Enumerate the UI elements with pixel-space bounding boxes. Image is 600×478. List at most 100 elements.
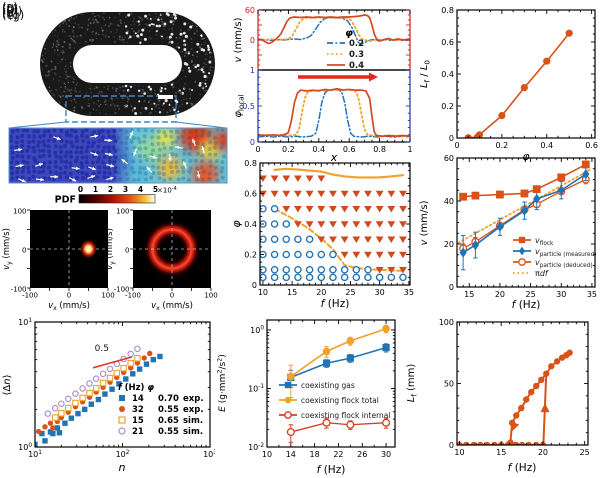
g-ytick-label: 100 (250, 326, 264, 335)
pdf-ytick-label: 100 (13, 208, 26, 216)
b2-axes-ticks (257, 69, 411, 143)
e-axes-ticks (456, 157, 595, 288)
g-legend-text: coexisting flock total (301, 396, 379, 405)
pdf-y-axis-label: vy (mm/s) (105, 228, 116, 270)
pdf-plot-gas: 100 0 -100-100 0 100 vx (mm/s) vy (mm/s) (105, 208, 218, 313)
c-ytick-label: 0.8 (441, 6, 454, 15)
f-x-axis-label: n (119, 461, 126, 474)
g-legend-text: coexisting flock internal (301, 411, 391, 420)
e-xtick-label: 20 (495, 290, 505, 299)
g-xtick-label: 14 (286, 450, 296, 459)
panel-e-velocity-vs-frequency: 15 20 25 30 35 0 20 40 60 f (Hz) v (mm/s) vflock vpa… (415, 143, 600, 310)
chart-c: 0 0.2 0.4 0.6 0 0.2 0.4 0.6 0.8 φ Lf / L0 (419, 6, 598, 162)
f-legend-text: 0.70 (158, 394, 179, 404)
b1-ytick-label: 0 (250, 36, 255, 45)
f-legend-text: sim. (183, 416, 203, 426)
b2-xtick-label: 0.6 (343, 145, 356, 154)
b1-legend-text: 0.2 (349, 39, 364, 49)
pdf-xtick-label: -100 (125, 292, 141, 300)
f-series-exp-14Hz-0.70 (34, 353, 163, 448)
b2-plot-area (257, 87, 411, 138)
f-xtick-label: 101 (28, 450, 42, 459)
chart-h: 10 15 20 25 0 50 100 f (Hz) Lf (mm) (406, 318, 590, 474)
d-xtick-label: 15 (287, 288, 297, 297)
f-legend-text: 32 (132, 405, 144, 415)
d-series-flock-state (259, 175, 407, 274)
pdf-xtick-label: 0 (67, 292, 71, 300)
e-xtick-label: 15 (464, 290, 474, 299)
d-ytick-label: 0.8 (244, 159, 257, 168)
colorbar-tick-label: 2 (108, 185, 113, 194)
colorbar-tick-label: 1 (93, 185, 98, 194)
pdf-ytick-label: 0 (125, 247, 129, 255)
d-ytick-label: 0.2 (244, 250, 257, 259)
f-series-sim-15Hz-0.65 (51, 355, 141, 421)
d-xtick-label: 25 (345, 288, 355, 297)
pdf-ytick-label: -100 (11, 286, 27, 294)
h-axes-ticks (457, 321, 588, 446)
colorbar-tick-label: 3 (123, 185, 128, 194)
b2-ytick-label: 1 (250, 66, 255, 75)
colorbar-tick-label: 4 (138, 185, 143, 194)
pdf-ytick-label: -100 (114, 286, 130, 294)
panel-b-velocity-density-profiles: 60 0 v (mm/s) φ 0.2 0.3 0.4 0 0.2 0.4 0.6 0.8 1 1 0.5 0… (230, 0, 415, 164)
panel-label-h: (h) (6, 4, 23, 18)
b1-legend-text: 0.3 (349, 50, 364, 60)
c-axes-ticks (456, 9, 595, 139)
b1-ytick-label: 60 (245, 6, 255, 15)
e-legend-text: vflock (535, 236, 554, 247)
panel-label-c: (c) (2, 2, 18, 16)
h-xtick-label: 20 (538, 448, 548, 457)
f-ytick-label: 100 (18, 443, 32, 452)
d-xtick-label: 30 (375, 288, 385, 297)
e-ytick-label: 40 (444, 197, 454, 206)
g-x-axis-label: f (Hz) (317, 464, 346, 476)
g-xtick-label: 26 (357, 450, 367, 459)
panel-label-a: (a) (2, 0, 19, 14)
e-xtick-label: 35 (587, 290, 597, 299)
pdf-x-axis-label: vx (mm/s) (151, 301, 193, 312)
c-xtick-label: 0 (454, 141, 459, 150)
g-ytick-label: 10-1 (248, 384, 264, 393)
c-y-axis-label: Lf / L0 (419, 60, 432, 88)
g-xtick-label: 18 (310, 450, 320, 459)
b1-series-phi-0.3 (257, 16, 411, 42)
panel-h-hysteresis: 10 15 20 25 0 50 100 f (Hz) Lf (mm) (400, 310, 600, 478)
e-series-v-flock (459, 160, 590, 201)
f-xtick-label: 103 (203, 450, 215, 459)
g-xtick-label: 22 (333, 450, 343, 459)
b2-y-axis-label: φlocal (233, 94, 246, 117)
h-annotation (510, 421, 520, 432)
b2-xtick-label: 0 (255, 145, 260, 154)
colorbar-tick-label: 0 (78, 185, 83, 194)
f-y-axis-label: ⟨Δn⟩ (2, 374, 13, 395)
b1-axes-ticks (257, 9, 411, 71)
b2-series-phi-0.4 (257, 87, 411, 138)
phase-diagram-chart: 10 15 20 25 30 35 0 0.2 0.4 0.6 0.8 f (Hz) φ (230, 159, 414, 310)
e-xtick-label: 30 (556, 290, 566, 299)
h-x-axis-label: f (Hz) (508, 462, 537, 474)
zoom-region-box (65, 95, 177, 123)
pdf-xtick-label: 100 (101, 292, 114, 300)
c-series-flock-length-fraction (464, 29, 573, 139)
f-legend-text: 14 (132, 394, 144, 404)
c-x-axis-label: φ (522, 150, 530, 162)
b2-ytick-label: 0 (250, 138, 255, 147)
panel-c-flock-length-vs-phi: 0 0.2 0.4 0.6 0 0.2 0.4 0.6 0.8 φ Lf / L0 (415, 0, 600, 162)
pdf-xtick-label: 100 (204, 292, 217, 300)
h-xtick-label: 15 (496, 448, 506, 457)
e-ytick-label: 0 (449, 283, 454, 292)
pdf-ytick-label: 0 (22, 247, 26, 255)
d-series-gas-state (259, 204, 407, 282)
g-axes-ticks (266, 320, 395, 448)
velocity-field-strip (8, 127, 228, 184)
panel-label-g: (g) (8, 8, 25, 22)
energy-frequency-chart: 10 14 18 22 26 30 10-2 10-1 100 f (Hz) E (g·mm2/s2… (216, 319, 396, 476)
h-xtick-label: 25 (580, 448, 590, 457)
f-legend-text: 15 (132, 416, 144, 426)
c-ytick-label: 0.2 (441, 102, 454, 111)
